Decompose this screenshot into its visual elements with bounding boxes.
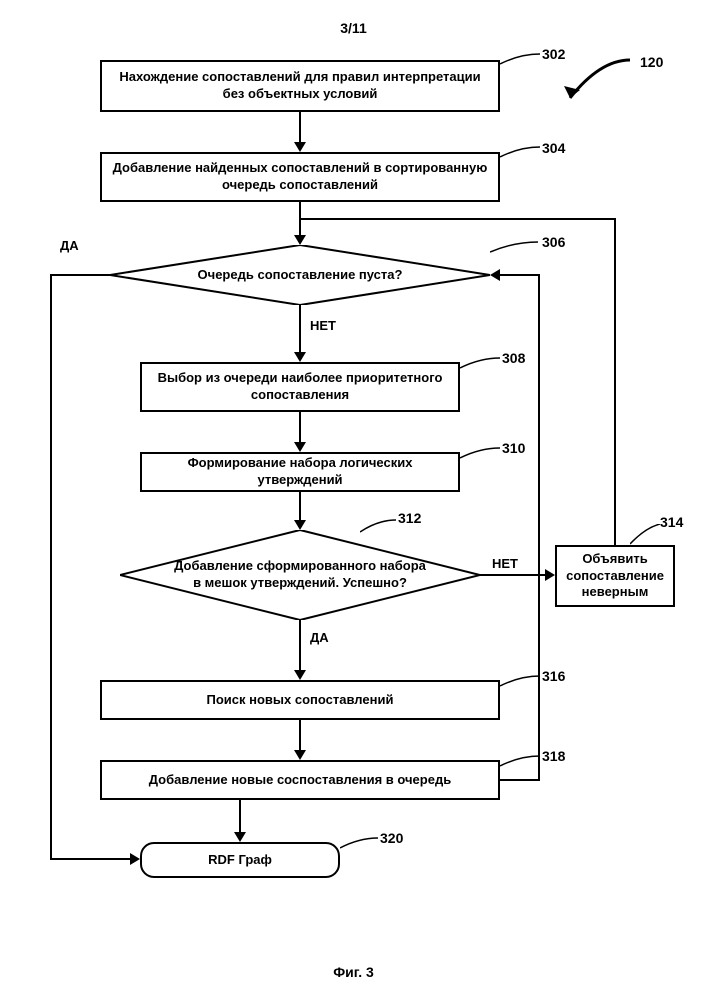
ref-306: 306 bbox=[542, 234, 565, 250]
node-308: Выбор из очереди наиболее приоритетного … bbox=[140, 362, 460, 412]
arrow-316-318 bbox=[299, 720, 301, 750]
arrowhead-316-318 bbox=[294, 750, 306, 760]
ref-318: 318 bbox=[542, 748, 565, 764]
node-316: Поиск новых сопоставлений bbox=[100, 680, 500, 720]
leader-308 bbox=[460, 356, 500, 370]
leader-320 bbox=[340, 836, 378, 850]
arrow-318-320 bbox=[239, 800, 241, 832]
arrow-312-314 bbox=[480, 574, 545, 576]
node-320-text: RDF Граф bbox=[208, 852, 272, 869]
node-320: RDF Граф bbox=[140, 842, 340, 878]
ref-308: 308 bbox=[502, 350, 525, 366]
leader-310 bbox=[460, 446, 500, 460]
label-312-no: НЕТ bbox=[492, 556, 518, 571]
node-304: Добавление найденных сопоставлений в сор… bbox=[100, 152, 500, 202]
leader-302 bbox=[500, 52, 540, 66]
line-306-yes-v bbox=[50, 274, 52, 859]
ref-314: 314 bbox=[660, 514, 683, 530]
page-number: 3/11 bbox=[340, 20, 366, 36]
label-306-no: НЕТ bbox=[310, 318, 336, 333]
leader-316 bbox=[500, 674, 540, 688]
arrow-306-308 bbox=[299, 305, 301, 352]
node-302-text: Нахождение сопоставлений для правил инте… bbox=[112, 69, 488, 103]
node-314-text: Объявить сопоставление неверным bbox=[566, 551, 664, 602]
leader-312 bbox=[360, 518, 396, 534]
leader-314 bbox=[630, 524, 660, 546]
arrowhead-310-312 bbox=[294, 520, 306, 530]
arrowhead-318-loop bbox=[490, 269, 500, 281]
arrowhead-306-308 bbox=[294, 352, 306, 362]
node-310-text: Формирование набора логических утвержден… bbox=[152, 455, 448, 489]
arrowhead-308-310 bbox=[294, 442, 306, 452]
arrowhead-306-yes bbox=[130, 853, 140, 865]
arrow-308-310 bbox=[299, 412, 301, 442]
arrowhead-304-306 bbox=[294, 235, 306, 245]
node-314: Объявить сопоставление неверным bbox=[555, 545, 675, 607]
line-314-up-h bbox=[614, 218, 616, 545]
leader-318 bbox=[500, 754, 540, 768]
node-318-text: Добавление новые соспоставления в очеред… bbox=[149, 772, 451, 789]
ref-320: 320 bbox=[380, 830, 403, 846]
arrow-312-316 bbox=[299, 620, 301, 670]
label-312-yes: ДА bbox=[310, 630, 329, 645]
node-308-text: Выбор из очереди наиболее приоритетного … bbox=[152, 370, 448, 404]
ref-120: 120 bbox=[640, 54, 663, 70]
ref-310: 310 bbox=[502, 440, 525, 456]
node-316-text: Поиск новых сопоставлений bbox=[207, 692, 394, 709]
ref-312: 312 bbox=[398, 510, 421, 526]
ref-304: 304 bbox=[542, 140, 565, 156]
ref-316: 316 bbox=[542, 668, 565, 684]
node-306: Очередь сопоставление пуста? bbox=[110, 245, 490, 305]
node-310: Формирование набора логических утвержден… bbox=[140, 452, 460, 492]
label-306-yes: ДА bbox=[60, 238, 79, 253]
node-304-text: Добавление найденных сопоставлений в сор… bbox=[112, 160, 488, 194]
line-318-loop-v bbox=[538, 274, 540, 781]
arrowhead-312-314 bbox=[545, 569, 555, 581]
arrowhead-318-320 bbox=[234, 832, 246, 842]
ref-302: 302 bbox=[542, 46, 565, 62]
arrow-310-312 bbox=[299, 492, 301, 520]
node-318: Добавление новые соспоставления в очеред… bbox=[100, 760, 500, 800]
node-312-text: Добавление сформированного набора в мешо… bbox=[120, 558, 480, 592]
node-312: Добавление сформированного набора в мешо… bbox=[120, 530, 480, 620]
line-306-yes-h bbox=[50, 274, 110, 276]
line-318-loop-h1 bbox=[500, 779, 540, 781]
line-318-loop-h2 bbox=[500, 274, 540, 276]
leader-304 bbox=[500, 145, 540, 159]
node-306-text: Очередь сопоставление пуста? bbox=[168, 267, 433, 284]
line-314-up-top bbox=[301, 218, 616, 220]
arrowhead-302-304 bbox=[294, 142, 306, 152]
line-306-yes-h2 bbox=[50, 858, 130, 860]
node-302: Нахождение сопоставлений для правил инте… bbox=[100, 60, 500, 112]
figure-caption: Фиг. 3 bbox=[333, 964, 374, 980]
flowchart-canvas: 120 Нахождение сопоставлений для правил … bbox=[0, 40, 707, 960]
arrowhead-312-316 bbox=[294, 670, 306, 680]
arrow-302-304 bbox=[299, 112, 301, 142]
leader-306 bbox=[490, 240, 538, 254]
